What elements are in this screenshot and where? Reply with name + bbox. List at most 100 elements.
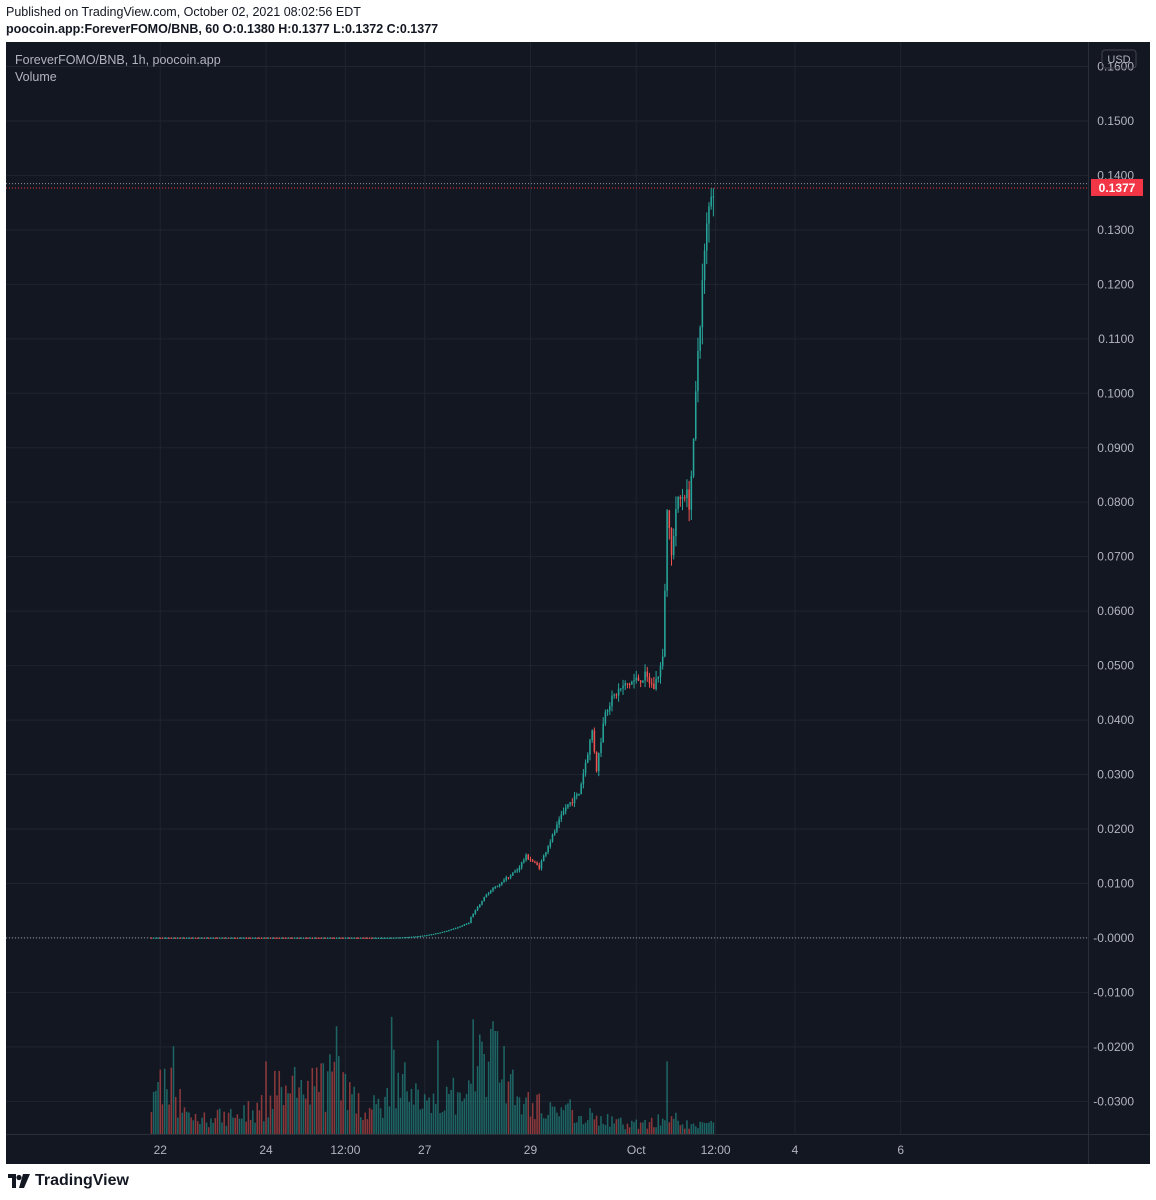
publish-header: Published on TradingView.com, October 02… — [0, 0, 1156, 42]
candle-body — [505, 877, 508, 880]
symbol-legend[interactable]: ForeverFOMO/BNB, 1h, poocoin.app — [15, 53, 221, 67]
candle-body — [487, 892, 490, 895]
volume-bar — [404, 1062, 406, 1134]
volume-bar — [459, 1092, 461, 1134]
volume-bar — [567, 1103, 569, 1134]
volume-bar — [626, 1123, 629, 1134]
candle-body — [331, 937, 333, 939]
candle-body — [694, 391, 697, 439]
volume-bar — [578, 1116, 580, 1134]
volume-bar — [157, 1081, 159, 1134]
candle-body — [210, 937, 212, 939]
volume-bar — [278, 1070, 281, 1134]
volume-bar — [346, 1110, 349, 1134]
volume-bar — [260, 1095, 263, 1134]
volume-bar — [637, 1128, 640, 1134]
volume-bar — [170, 1067, 173, 1134]
volume-bar — [415, 1083, 417, 1134]
candle-body — [575, 794, 578, 797]
chart-area[interactable]: 0.1600 0.1500 0.1400 0.1300 0.1200 0.1100 0.10… — [6, 42, 1150, 1164]
y-tick-label: 0.0800 — [1097, 495, 1134, 509]
candle-body — [304, 937, 307, 939]
candle-body — [439, 932, 441, 934]
volume-bar — [512, 1069, 514, 1134]
candle-body — [426, 935, 428, 937]
volume-bar — [397, 1072, 400, 1134]
volume-bar — [487, 1061, 490, 1134]
candle-body — [628, 684, 631, 686]
volume-bar — [498, 1082, 501, 1134]
candle-body — [470, 917, 472, 923]
candle-body — [254, 937, 256, 939]
volume-bar — [690, 1124, 693, 1134]
volume-bar — [267, 1117, 270, 1134]
candle-body — [540, 861, 543, 869]
x-tick-label: 29 — [524, 1143, 538, 1157]
grid-lines — [6, 42, 1088, 1134]
candle-body — [708, 206, 710, 224]
volume-bar — [368, 1107, 371, 1134]
candle-body — [203, 937, 206, 939]
candle-body — [320, 937, 322, 939]
candle-body — [483, 897, 485, 901]
candle-body — [232, 937, 234, 939]
volume-bar — [309, 1104, 311, 1134]
candle-body — [672, 536, 675, 556]
volume-bar — [573, 1122, 576, 1134]
candle-body — [527, 854, 530, 860]
volume-bar — [705, 1123, 708, 1134]
level-lines — [6, 183, 1088, 939]
candle-body — [351, 937, 353, 939]
candle-body — [551, 834, 554, 842]
candle-body — [421, 935, 424, 937]
candle-body — [573, 796, 576, 804]
volume-bar — [280, 1087, 283, 1134]
candle-body — [631, 681, 633, 685]
candle-body — [324, 937, 327, 939]
volume-bar — [302, 1094, 305, 1134]
candle-body — [205, 937, 208, 939]
volume-bar — [408, 1102, 411, 1134]
volume-bar — [371, 1109, 373, 1134]
volume-bar — [212, 1122, 214, 1134]
tradingview-logo[interactable]: TradingView — [8, 1172, 129, 1190]
price-chart[interactable]: 0.1600 0.1500 0.1400 0.1300 0.1200 0.1100 0.10… — [6, 42, 1150, 1164]
candle-body — [542, 855, 545, 862]
y-tick-label: 0.0600 — [1097, 604, 1134, 618]
volume-bar — [664, 1120, 666, 1134]
volume-legend[interactable]: Volume — [15, 70, 57, 84]
candle-body — [518, 867, 521, 871]
candle-body — [452, 928, 455, 930]
volume-bar — [465, 1093, 468, 1134]
volume-bar — [688, 1128, 690, 1134]
volume-bar — [333, 1061, 336, 1134]
volume-bar — [542, 1118, 545, 1134]
volume-bar — [296, 1097, 298, 1134]
volume-bar — [644, 1119, 646, 1134]
y-tick-label: 0.0500 — [1097, 659, 1134, 673]
candle-body — [256, 937, 258, 939]
volume-bar — [672, 1118, 675, 1134]
volume-bar — [265, 1061, 267, 1134]
volume-bar — [355, 1113, 358, 1134]
candle-body — [410, 936, 413, 938]
candle-body — [503, 879, 505, 883]
volume-bar — [234, 1117, 236, 1134]
candle-body — [315, 937, 318, 939]
candle-body — [620, 688, 622, 690]
candle-body — [492, 888, 494, 891]
volume-bar — [168, 1104, 170, 1134]
volume-bar — [655, 1127, 657, 1134]
volume-bar — [699, 1121, 701, 1134]
volume-bar — [657, 1114, 660, 1134]
volume-bar — [357, 1093, 360, 1134]
volume-bar — [701, 1122, 704, 1134]
candle-body — [467, 922, 470, 924]
volume-bar — [659, 1125, 662, 1134]
volume-bar — [344, 1073, 347, 1134]
candle-body — [437, 933, 439, 935]
candle-body — [362, 937, 364, 939]
volume-bar — [613, 1123, 615, 1134]
candle-body — [675, 509, 677, 537]
volume-bar — [571, 1109, 574, 1134]
